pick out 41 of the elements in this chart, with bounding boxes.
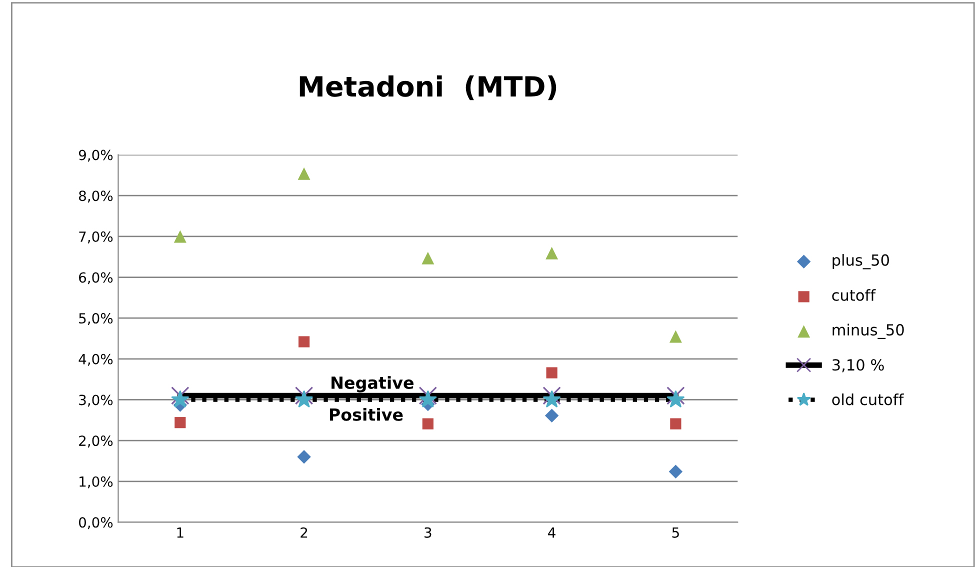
y-tick-label: 8,0% bbox=[79, 190, 113, 203]
x-tick-label: 2 bbox=[300, 527, 308, 538]
point bbox=[422, 418, 434, 430]
chart-title: Metadoni (MTD) bbox=[300, 75, 556, 100]
x-tick-label: 5 bbox=[672, 527, 679, 538]
point bbox=[546, 246, 558, 260]
x-tick-label: 3 bbox=[424, 527, 432, 538]
point bbox=[298, 336, 310, 348]
point bbox=[546, 367, 558, 378]
point bbox=[422, 252, 434, 264]
point bbox=[542, 386, 561, 405]
y-tick-label: 3,0% bbox=[79, 394, 113, 407]
point bbox=[668, 464, 683, 478]
y-tick-label: 6,0% bbox=[79, 272, 113, 284]
point bbox=[297, 450, 311, 464]
legend-label: minus_50 bbox=[832, 324, 904, 339]
y-tick-label: 2,0% bbox=[79, 436, 113, 448]
point bbox=[294, 386, 314, 405]
point bbox=[170, 386, 190, 405]
point bbox=[418, 386, 438, 405]
y-tick-label: 9,0% bbox=[78, 150, 113, 162]
point bbox=[298, 167, 310, 180]
annotation: Negative bbox=[332, 376, 414, 392]
point bbox=[174, 230, 186, 243]
legend-label: old cutoff bbox=[832, 393, 904, 406]
y-tick-label: 4,0% bbox=[78, 354, 113, 366]
x-tick-label: 1 bbox=[177, 527, 184, 538]
point bbox=[544, 408, 559, 423]
annotation: Positive bbox=[330, 408, 403, 421]
y-tick-label: 5,0% bbox=[79, 313, 113, 325]
point bbox=[666, 386, 685, 405]
y-tick-label: 7,0% bbox=[79, 231, 113, 244]
y-tick-label: 1,0% bbox=[80, 476, 113, 488]
legend-label: plus_50 bbox=[832, 254, 889, 270]
point bbox=[670, 418, 682, 430]
x-tick-label: 4 bbox=[548, 527, 556, 538]
point bbox=[174, 417, 186, 428]
legend-label: 3,10 % bbox=[832, 359, 884, 372]
y-tick-label: 0,0% bbox=[78, 517, 113, 530]
point bbox=[669, 330, 682, 343]
legend-label: cutoff bbox=[832, 289, 876, 301]
